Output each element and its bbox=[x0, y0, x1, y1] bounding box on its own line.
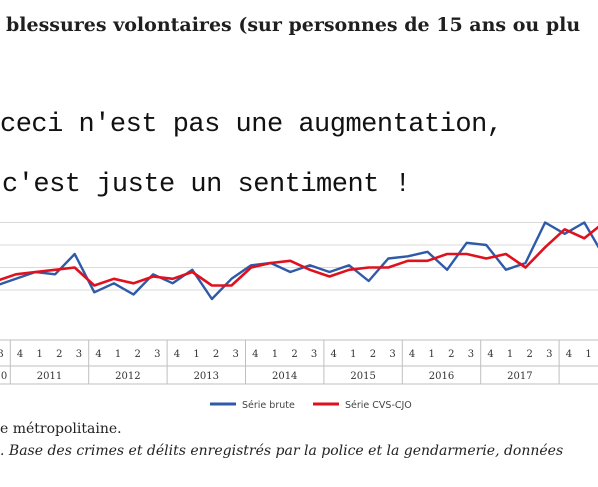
x-year-label: 2011 bbox=[37, 371, 62, 382]
x-year-label: 0 bbox=[1, 371, 7, 382]
x-tick-label: 1 bbox=[350, 349, 356, 360]
x-year-label: 2013 bbox=[194, 371, 219, 382]
x-tick-label: 2 bbox=[527, 349, 533, 360]
x-tick-label: 4 bbox=[487, 349, 493, 360]
x-tick-label: 1 bbox=[585, 349, 591, 360]
footer-note: e métropolitaine. bbox=[0, 421, 122, 437]
x-year-label: 2014 bbox=[272, 371, 297, 382]
legend-label: Série CVS-CJO bbox=[345, 400, 412, 411]
x-year-label: 2016 bbox=[429, 371, 454, 382]
overlay-caption-line-2: c'est juste un sentiment ! bbox=[2, 170, 411, 200]
x-tick-label: 4 bbox=[95, 349, 101, 360]
x-tick-label: 1 bbox=[115, 349, 121, 360]
x-tick-label: 4 bbox=[331, 349, 337, 360]
x-tick-label: 3 bbox=[468, 349, 474, 360]
x-tick-label: 3 bbox=[389, 349, 395, 360]
x-tick-label: 3 bbox=[546, 349, 552, 360]
x-tick-label: 4 bbox=[409, 349, 415, 360]
x-tick-label: 3 bbox=[76, 349, 82, 360]
x-tick-label: 4 bbox=[252, 349, 258, 360]
x-tick-label: 2 bbox=[213, 349, 219, 360]
x-tick-label: 1 bbox=[272, 349, 278, 360]
x-year-label: 2012 bbox=[115, 371, 140, 382]
x-year-label: 2015 bbox=[350, 371, 375, 382]
x-tick-label: 3 bbox=[0, 349, 4, 360]
x-tick-label: 4 bbox=[566, 349, 572, 360]
x-tick-label: 4 bbox=[17, 349, 23, 360]
x-tick-label: 2 bbox=[448, 349, 454, 360]
chart-title: blessures volontaires (sur personnes de … bbox=[6, 14, 581, 36]
x-tick-label: 4 bbox=[174, 349, 180, 360]
x-tick-label: 2 bbox=[370, 349, 376, 360]
x-tick-label: 1 bbox=[429, 349, 435, 360]
x-tick-label: 3 bbox=[233, 349, 239, 360]
series-line-brute bbox=[0, 221, 598, 301]
series-line-cvs-cjo bbox=[0, 225, 598, 287]
x-tick-label: 3 bbox=[311, 349, 317, 360]
x-tick-label: 3 bbox=[154, 349, 160, 360]
x-tick-label: 1 bbox=[507, 349, 513, 360]
x-tick-label: 1 bbox=[193, 349, 199, 360]
x-tick-label: 2 bbox=[291, 349, 297, 360]
x-tick-label: 2 bbox=[135, 349, 141, 360]
overlay-caption-line-1: ceci n'est pas une augmentation, bbox=[0, 110, 503, 140]
legend-label: Série brute bbox=[242, 400, 295, 411]
x-tick-label: 1 bbox=[37, 349, 43, 360]
x-tick-label: 2 bbox=[56, 349, 62, 360]
x-year-label: 2017 bbox=[507, 371, 532, 382]
footer-source: . Base des crimes et délits enregistrés … bbox=[0, 443, 564, 459]
